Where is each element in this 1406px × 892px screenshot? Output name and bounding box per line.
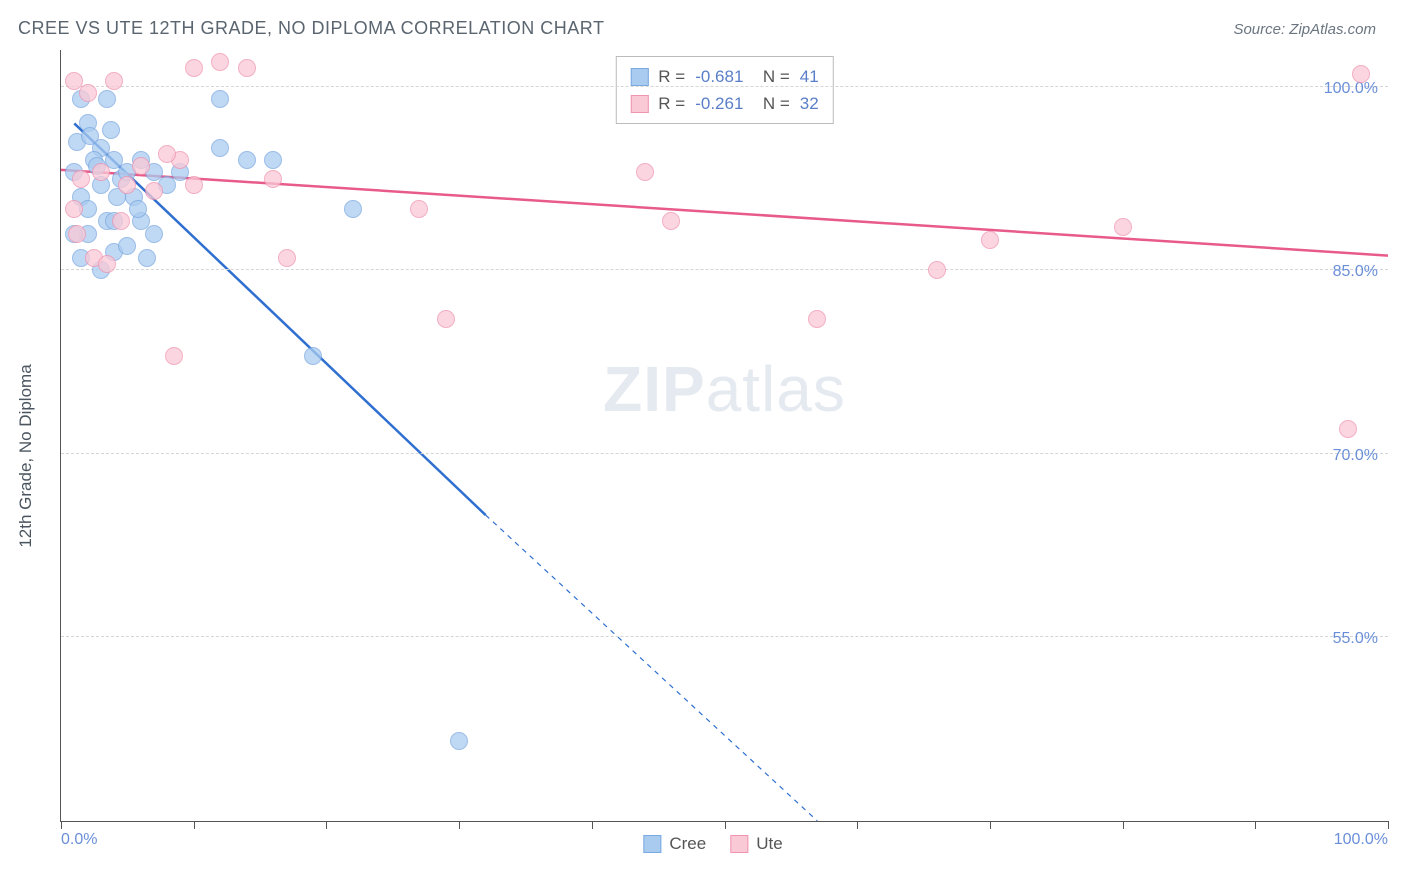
data-point (928, 261, 946, 279)
grid-line (61, 636, 1388, 637)
data-point (98, 90, 116, 108)
data-point (165, 347, 183, 365)
x-tick (326, 821, 327, 829)
legend-label: Cree (669, 834, 706, 854)
watermark: ZIPatlas (603, 352, 846, 426)
data-point (808, 310, 826, 328)
y-tick-label: 85.0% (1333, 263, 1378, 281)
data-point (102, 121, 120, 139)
data-point (81, 127, 99, 145)
data-point (145, 225, 163, 243)
trend-lines (61, 50, 1388, 821)
x-tick (1255, 821, 1256, 829)
y-axis-label: 12th Grade, No Diploma (16, 364, 36, 547)
data-point (105, 72, 123, 90)
x-tick (1388, 821, 1389, 829)
legend-swatch (643, 835, 661, 853)
data-point (304, 347, 322, 365)
x-tick (857, 821, 858, 829)
data-point (185, 59, 203, 77)
data-point (238, 151, 256, 169)
legend-item: Ute (730, 834, 782, 854)
data-point (264, 151, 282, 169)
legend-swatch (730, 835, 748, 853)
x-tick (592, 821, 593, 829)
data-point (1114, 218, 1132, 236)
y-tick-label: 70.0% (1333, 447, 1378, 465)
data-point (344, 200, 362, 218)
data-point (79, 84, 97, 102)
legend-swatch (630, 68, 648, 86)
data-point (211, 53, 229, 71)
data-point (129, 200, 147, 218)
stats-legend: R = -0.681 N = 41R = -0.261 N = 32 (615, 56, 833, 124)
data-point (132, 157, 150, 175)
data-point (185, 176, 203, 194)
grid-line (61, 269, 1388, 270)
grid-line (61, 86, 1388, 87)
data-point (118, 176, 136, 194)
grid-line (61, 453, 1388, 454)
data-point (981, 231, 999, 249)
data-point (92, 163, 110, 181)
plot-area: ZIPatlas R = -0.681 N = 41R = -0.261 N =… (60, 50, 1388, 822)
data-point (145, 182, 163, 200)
x-tick (990, 821, 991, 829)
data-point (72, 170, 90, 188)
data-point (1339, 420, 1357, 438)
source-label: Source: ZipAtlas.com (1233, 21, 1376, 38)
data-point (98, 255, 116, 273)
chart-title: CREE VS UTE 12TH GRADE, NO DIPLOMA CORRE… (18, 18, 604, 39)
data-point (68, 225, 86, 243)
series-legend: Cree Ute (643, 834, 782, 854)
data-point (278, 249, 296, 267)
r-value: -0.261 (695, 90, 743, 117)
data-point (211, 90, 229, 108)
x-tick-label: 0.0% (61, 831, 97, 849)
chart-container: 12th Grade, No Diploma ZIPatlas R = -0.6… (38, 50, 1388, 862)
data-point (65, 200, 83, 218)
data-point (138, 249, 156, 267)
x-tick (1123, 821, 1124, 829)
data-point (437, 310, 455, 328)
x-tick (194, 821, 195, 829)
data-point (158, 145, 176, 163)
data-point (211, 139, 229, 157)
data-point (450, 732, 468, 750)
data-point (238, 59, 256, 77)
data-point (118, 237, 136, 255)
data-point (112, 212, 130, 230)
chart-header: CREE VS UTE 12TH GRADE, NO DIPLOMA CORRE… (0, 0, 1406, 49)
data-point (1352, 65, 1370, 83)
data-point (662, 212, 680, 230)
x-tick (459, 821, 460, 829)
stats-row: R = -0.261 N = 32 (630, 90, 818, 117)
legend-label: Ute (756, 834, 782, 854)
y-tick-label: 55.0% (1333, 630, 1378, 648)
n-value: 32 (800, 90, 819, 117)
data-point (636, 163, 654, 181)
x-tick (725, 821, 726, 829)
x-tick-label: 100.0% (1334, 831, 1388, 849)
data-point (410, 200, 428, 218)
x-tick (61, 821, 62, 829)
data-point (264, 170, 282, 188)
legend-swatch (630, 95, 648, 113)
y-tick-label: 100.0% (1324, 80, 1378, 98)
legend-item: Cree (643, 834, 706, 854)
